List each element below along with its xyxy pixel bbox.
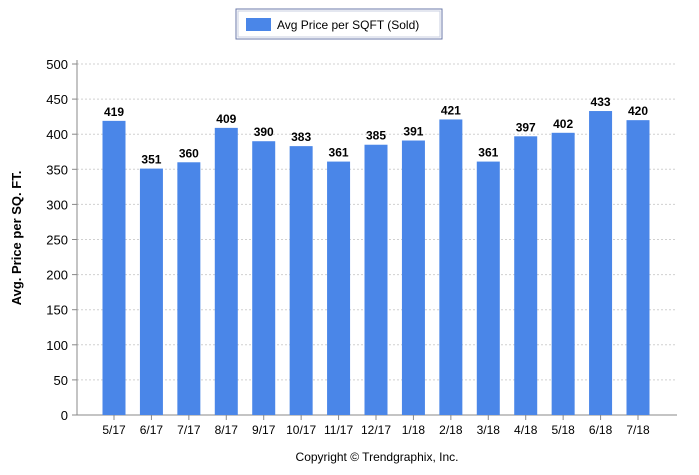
bar <box>252 141 276 415</box>
x-tick-label: 11/17 <box>324 423 353 437</box>
data-label: 385 <box>366 129 386 143</box>
x-tick-label: 6/18 <box>589 423 613 437</box>
x-tick-label: 1/18 <box>402 423 426 437</box>
bar <box>289 146 313 415</box>
bar <box>214 127 238 415</box>
y-tick-label: 50 <box>54 373 68 388</box>
bar <box>476 161 500 415</box>
bar <box>139 168 163 415</box>
x-tick-label: 12/17 <box>361 423 391 437</box>
y-tick-label: 100 <box>46 338 68 353</box>
y-tick-label: 400 <box>46 127 68 142</box>
data-label: 361 <box>329 146 349 160</box>
bar <box>364 144 388 416</box>
legend-label: Avg Price per SQFT (Sold) <box>277 18 419 32</box>
bar <box>514 136 538 415</box>
data-label: 402 <box>553 117 573 131</box>
legend-swatch <box>246 18 271 31</box>
x-tick-label: 4/18 <box>514 423 538 437</box>
x-tick-label: 2/18 <box>439 423 463 437</box>
y-axis-label: Avg. Price per SQ. FT. <box>9 171 24 306</box>
x-tick-label: 3/18 <box>477 423 501 437</box>
data-label: 419 <box>104 105 124 119</box>
x-tick-label: 6/17 <box>140 423 164 437</box>
bar <box>327 161 351 415</box>
bar <box>589 111 613 415</box>
data-label: 421 <box>441 103 461 117</box>
data-label: 351 <box>141 153 161 167</box>
data-labels: 419 351 360 409 390 383 361 385 391 421 361 397 402 4… <box>104 95 648 167</box>
data-label: 390 <box>254 125 274 139</box>
x-tick-label: 5/18 <box>551 423 575 437</box>
x-tick-labels: 5/17 6/17 7/17 8/17 9/17 10/17 11/17 12/17 1/18 2… <box>102 423 650 437</box>
data-label: 420 <box>628 104 648 118</box>
bar <box>626 120 650 415</box>
copyright-text: Copyright © Trendgraphix, Inc. <box>296 450 459 464</box>
data-label: 433 <box>591 95 611 109</box>
y-tick-label: 450 <box>46 92 68 107</box>
x-tick-label: 8/17 <box>215 423 239 437</box>
x-tick-label: 7/17 <box>177 423 201 437</box>
bar <box>401 140 425 415</box>
y-tick-label: 200 <box>46 268 68 283</box>
bar <box>439 119 463 415</box>
x-tick-label: 9/17 <box>252 423 276 437</box>
x-tick-label: 5/17 <box>102 423 126 437</box>
data-label: 409 <box>216 112 236 126</box>
bar <box>551 132 575 415</box>
data-label: 360 <box>179 146 199 160</box>
x-tick-label: 7/18 <box>626 423 650 437</box>
y-tick-label: 300 <box>46 197 68 212</box>
x-tick-label: 10/17 <box>286 423 316 437</box>
legend: Avg Price per SQFT (Sold) <box>235 8 443 40</box>
y-tick-labels: 0 50 100 150 200 250 300 350 400 450 500 <box>46 57 68 423</box>
data-label: 391 <box>403 125 423 139</box>
y-tick-label: 150 <box>46 303 68 318</box>
bar <box>102 120 126 415</box>
data-label: 383 <box>291 130 311 144</box>
data-label: 397 <box>516 120 536 134</box>
y-tick-label: 250 <box>46 233 68 248</box>
y-tick-label: 500 <box>46 57 68 72</box>
y-tick-label: 0 <box>61 408 68 423</box>
data-label: 361 <box>478 146 498 160</box>
y-tick-label: 350 <box>46 162 68 177</box>
bar <box>177 162 201 415</box>
bars <box>102 111 650 416</box>
